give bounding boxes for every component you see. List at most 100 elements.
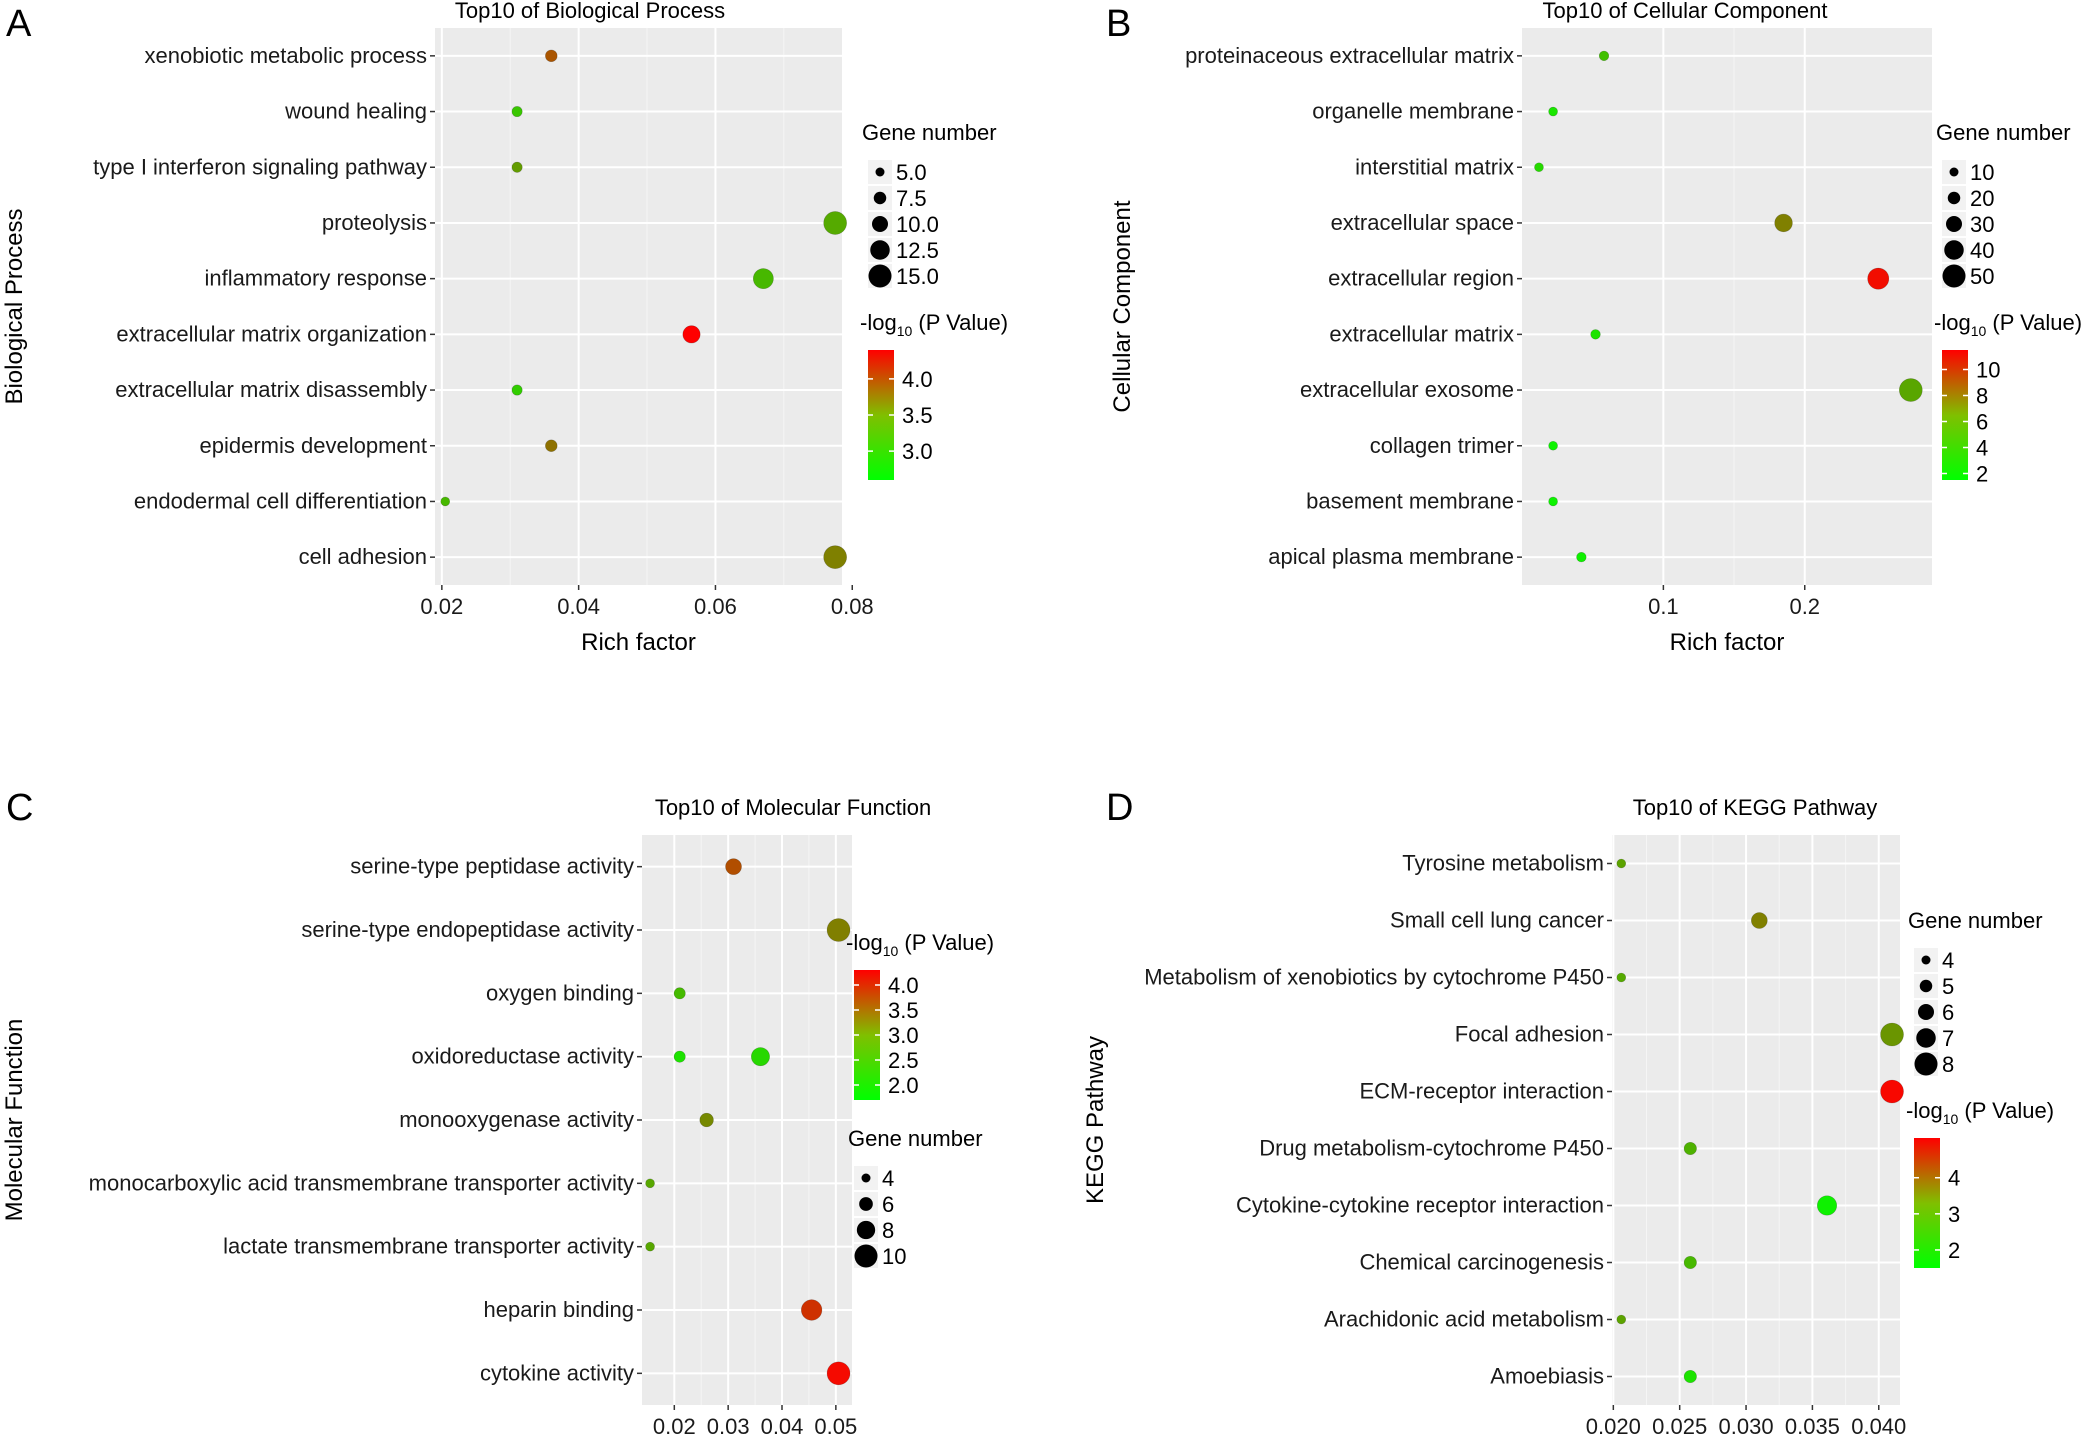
size-legend-dot (1944, 240, 1964, 260)
size-legend-label: 6 (1942, 1000, 1954, 1025)
category-label: Small cell lung cancer (1390, 908, 1604, 933)
category-label: lactate transmembrane transporter activi… (223, 1234, 634, 1259)
data-point (1774, 213, 1793, 233)
size-legend-title: Gene number (1936, 120, 2071, 145)
x-tick-label: 0.2 (1789, 594, 1820, 619)
size-legend-dot (1949, 167, 1959, 177)
category-label: extracellular space (1331, 210, 1514, 235)
data-point (1816, 1195, 1838, 1216)
size-legend-dot (870, 240, 890, 260)
data-point (545, 439, 558, 452)
size-legend-dot (1919, 979, 1933, 993)
size-legend-dot (1946, 216, 1962, 232)
x-tick-label: 0.04 (761, 1414, 804, 1439)
data-point (800, 1299, 823, 1321)
data-point (1576, 552, 1587, 563)
size-legend-dot (854, 1244, 878, 1268)
size-legend-dot (868, 264, 892, 288)
size-legend-dot (1921, 955, 1931, 965)
data-point (1548, 106, 1558, 117)
y-axis-title: Molecular Function (1, 1019, 28, 1222)
category-label: endodermal cell differentiation (134, 488, 427, 513)
x-axis-title: Rich factor (1670, 629, 1785, 656)
size-legend-label: 4 (882, 1166, 894, 1191)
size-legend-label: 7.5 (896, 186, 927, 211)
size-legend-label: 20 (1970, 186, 1994, 211)
data-point (1880, 1022, 1904, 1047)
category-label: interstitial matrix (1355, 154, 1514, 179)
data-point (545, 49, 558, 63)
size-legend-title: Gene number (862, 120, 997, 145)
data-point (1751, 912, 1768, 929)
color-legend-label: 3 (1948, 1202, 1960, 1227)
data-point (1616, 1314, 1627, 1325)
data-point (1683, 1141, 1697, 1156)
data-point (511, 106, 523, 118)
data-point (1683, 1369, 1697, 1384)
color-legend-bar (1914, 1138, 1940, 1268)
color-legend-label: 8 (1976, 384, 1988, 409)
data-point (826, 918, 851, 942)
x-tick-label: 0.040 (1851, 1414, 1906, 1439)
data-point (511, 384, 523, 396)
size-legend-label: 6 (882, 1192, 894, 1217)
category-label: extracellular matrix organization (116, 321, 427, 346)
x-tick-label: 0.08 (831, 594, 874, 619)
category-label: extracellular exosome (1300, 377, 1514, 402)
color-legend-label: 2 (1948, 1238, 1960, 1263)
size-legend-label: 8 (1942, 1052, 1954, 1077)
size-legend-label: 12.5 (896, 238, 939, 263)
category-label: extracellular matrix (1329, 321, 1514, 346)
data-point (1898, 378, 1923, 402)
y-axis-title: KEGG Pathway (1082, 1036, 1109, 1204)
color-legend-label: 6 (1976, 410, 1988, 435)
category-label: ECM-receptor interaction (1359, 1079, 1604, 1104)
plot-background (1612, 835, 1900, 1405)
y-axis-title: Cellular Component (1109, 200, 1136, 412)
category-label: Focal adhesion (1455, 1022, 1604, 1047)
size-legend-dot (872, 216, 888, 232)
category-label: serine-type peptidase activity (350, 854, 634, 879)
color-legend-label: 4 (1948, 1166, 1960, 1191)
data-point (725, 858, 742, 875)
data-point (1598, 50, 1610, 61)
category-label: Chemical carcinogenesis (1359, 1250, 1604, 1275)
category-label: proteolysis (322, 210, 427, 235)
category-label: cytokine activity (480, 1360, 634, 1385)
x-tick-label: 0.04 (557, 594, 600, 619)
color-legend-title: -log10 (P Value) (846, 930, 994, 959)
size-legend-dot (859, 1197, 873, 1211)
category-label: xenobiotic metabolic process (145, 43, 427, 68)
color-legend-label: 3.5 (888, 998, 919, 1023)
plot-background (435, 28, 842, 585)
panel-c: C Top10 of Molecular Function serine-type … (1, 787, 994, 1439)
category-label: monooxygenase activity (399, 1107, 634, 1132)
size-legend-dot (1942, 264, 1966, 288)
size-legend-dot (861, 1173, 871, 1183)
data-point (1616, 972, 1627, 983)
panel-letter: C (6, 787, 33, 829)
size-legend-label: 10 (882, 1244, 906, 1269)
chart-title: Top10 of Cellular Component (1543, 0, 1828, 23)
plot-background (1522, 28, 1932, 585)
color-legend-title: -log10 (P Value) (860, 310, 1008, 339)
size-legend-label: 8 (882, 1218, 894, 1243)
size-legend-label: 40 (1970, 238, 1994, 263)
category-label: serine-type endopeptidase activity (301, 917, 634, 942)
chart-title: Top10 of KEGG Pathway (1633, 795, 1878, 820)
data-point (1548, 496, 1558, 507)
category-label: oxidoreductase activity (411, 1044, 634, 1069)
data-point (1534, 162, 1544, 173)
category-label: Drug metabolism-cytochrome P450 (1259, 1136, 1604, 1161)
size-legend-title: Gene number (1908, 908, 2043, 933)
category-label: oxygen binding (486, 980, 634, 1005)
size-legend-dot (873, 191, 887, 205)
color-legend-label: 4.0 (902, 367, 933, 392)
color-legend-label: 2.5 (888, 1048, 919, 1073)
category-label: Tyrosine metabolism (1402, 851, 1604, 876)
x-tick-label: 0.03 (707, 1414, 750, 1439)
size-legend-dot (856, 1220, 876, 1240)
category-label: epidermis development (200, 433, 427, 458)
color-legend-label: 3.0 (888, 1023, 919, 1048)
data-point (440, 496, 451, 507)
